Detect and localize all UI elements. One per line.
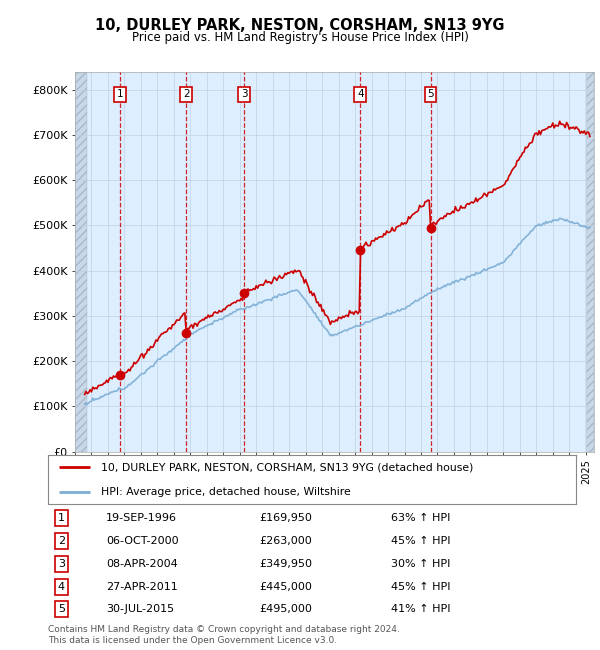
Text: This data is licensed under the Open Government Licence v3.0.: This data is licensed under the Open Gov… [48,636,337,645]
Text: Contains HM Land Registry data © Crown copyright and database right 2024.: Contains HM Land Registry data © Crown c… [48,625,400,634]
Text: 5: 5 [427,89,434,99]
Text: 4: 4 [58,582,65,592]
Text: 19-SEP-1996: 19-SEP-1996 [106,514,177,523]
Text: 27-APR-2011: 27-APR-2011 [106,582,178,592]
Text: £445,000: £445,000 [259,582,312,592]
Text: £495,000: £495,000 [259,604,312,614]
Text: HPI: Average price, detached house, Wiltshire: HPI: Average price, detached house, Wilt… [101,487,350,497]
Polygon shape [586,72,594,452]
Text: 06-OCT-2000: 06-OCT-2000 [106,536,179,546]
Text: 45% ↑ HPI: 45% ↑ HPI [391,582,451,592]
Text: 10, DURLEY PARK, NESTON, CORSHAM, SN13 9YG: 10, DURLEY PARK, NESTON, CORSHAM, SN13 9… [95,18,505,33]
Text: 10, DURLEY PARK, NESTON, CORSHAM, SN13 9YG (detached house): 10, DURLEY PARK, NESTON, CORSHAM, SN13 9… [101,462,473,472]
Text: 08-APR-2004: 08-APR-2004 [106,559,178,569]
Text: 4: 4 [357,89,364,99]
Text: 45% ↑ HPI: 45% ↑ HPI [391,536,451,546]
Text: 1: 1 [116,89,123,99]
Text: 2: 2 [58,536,65,546]
Text: £349,950: £349,950 [259,559,312,569]
Text: £263,000: £263,000 [259,536,312,546]
Polygon shape [75,72,88,452]
Text: 30-JUL-2015: 30-JUL-2015 [106,604,174,614]
Text: 2: 2 [183,89,190,99]
Text: Price paid vs. HM Land Registry's House Price Index (HPI): Price paid vs. HM Land Registry's House … [131,31,469,44]
Text: 41% ↑ HPI: 41% ↑ HPI [391,604,451,614]
Text: 3: 3 [58,559,65,569]
Text: 5: 5 [58,604,65,614]
Text: 3: 3 [241,89,248,99]
Text: 1: 1 [58,514,65,523]
Text: 30% ↑ HPI: 30% ↑ HPI [391,559,451,569]
Text: 63% ↑ HPI: 63% ↑ HPI [391,514,451,523]
Text: £169,950: £169,950 [259,514,312,523]
